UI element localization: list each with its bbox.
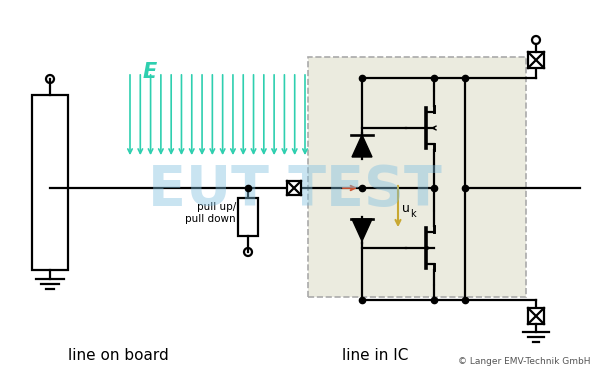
Bar bbox=[308, 57, 526, 297]
Bar bbox=[287, 181, 301, 195]
Bar bbox=[528, 308, 544, 324]
Polygon shape bbox=[352, 135, 372, 157]
Text: EUT TEST: EUT TEST bbox=[148, 163, 442, 217]
Bar bbox=[528, 52, 544, 68]
Polygon shape bbox=[352, 219, 372, 241]
Text: u: u bbox=[402, 202, 410, 215]
Bar bbox=[32, 95, 68, 270]
Text: line on board: line on board bbox=[68, 347, 168, 362]
Text: pull up/
pull down: pull up/ pull down bbox=[185, 202, 236, 224]
Text: k: k bbox=[410, 209, 416, 219]
Text: E: E bbox=[143, 62, 158, 82]
Text: © Langer EMV-Technik GmbH: © Langer EMV-Technik GmbH bbox=[458, 357, 590, 367]
Bar bbox=[238, 198, 258, 236]
Text: line in IC: line in IC bbox=[342, 347, 408, 362]
